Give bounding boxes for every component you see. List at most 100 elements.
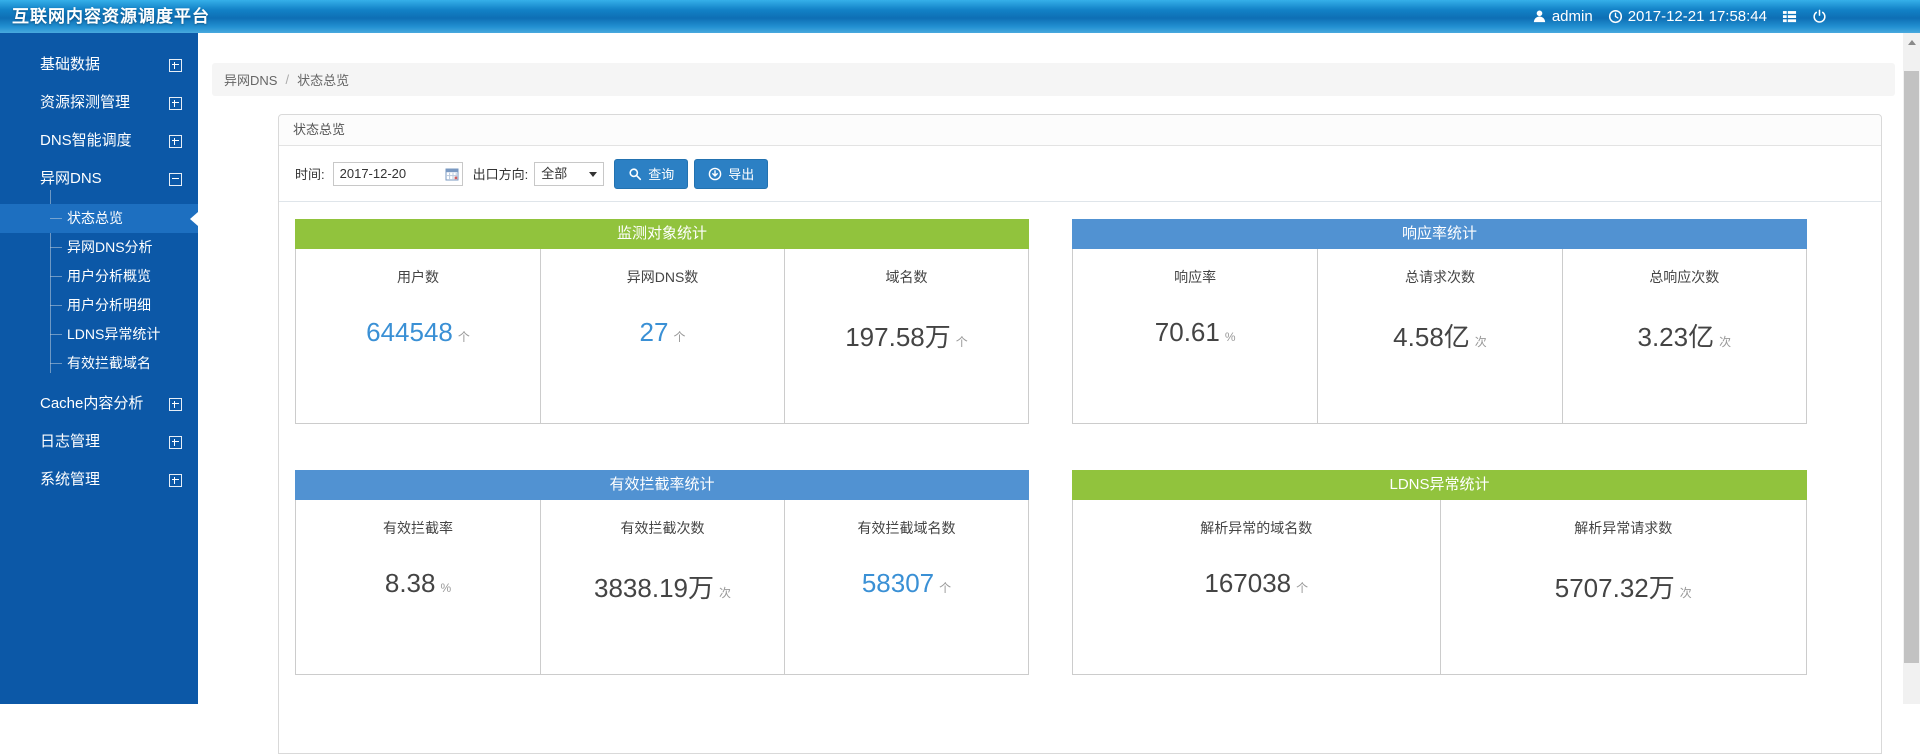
app-header: 互联网内容资源调度平台 admin 2017-12-21 17:58:44 <box>0 0 1920 33</box>
breadcrumb-section[interactable]: 异网DNS <box>224 73 278 88</box>
stat-cell-value-row: 197.58万个 <box>785 317 1028 354</box>
expand-icon[interactable] <box>169 96 182 110</box>
sidebar-item-label: Cache内容分析 <box>40 395 144 412</box>
stat-cell-unit: 次 <box>1719 335 1732 349</box>
collapse-icon[interactable] <box>169 172 182 186</box>
sidebar-item-cross-net-dns[interactable]: 异网DNS <box>0 160 198 198</box>
stat-panel-title: LDNS异常统计 <box>1072 470 1807 500</box>
stat-cell: 有效拦截域名数 58307 个 <box>784 500 1028 674</box>
stat-cell-label: 总请求次数 <box>1404 269 1475 285</box>
sidebar-item-user-analysis-detail[interactable]: 用户分析明细 <box>0 291 198 320</box>
stat-cell-unit: 次 <box>718 586 731 600</box>
stat-cell-unit: 个 <box>1296 581 1309 595</box>
logout-button[interactable] <box>1812 9 1827 24</box>
sidebar-subitem-label: LDNS异常统计 <box>67 326 161 342</box>
sidebar-item-dns-smart-dispatch[interactable]: DNS智能调度 <box>0 122 198 160</box>
sidebar-item-cache-content-analysis[interactable]: Cache内容分析 <box>0 385 198 423</box>
stat-cell-value-row: 8.38% <box>296 568 540 599</box>
stat-cell-label: 有效拦截率 <box>383 520 453 536</box>
stat-cell-label: 响应率 <box>1174 269 1217 285</box>
scrollbar-thumb[interactable] <box>1904 71 1919 663</box>
filter-bar: 时间: 出口方向: 全部 查询 导出 <box>279 146 1881 202</box>
expand-icon[interactable] <box>169 473 182 487</box>
stat-panel-monitor-object-stats: 监测对象统计 用户数 644548 个异网DNS数 27 个域名数 197.58万个 <box>295 219 1029 424</box>
menu-grid-button[interactable] <box>1782 9 1797 24</box>
stat-panel-response-rate-stats: 响应率统计 响应率 70.61% 总请求次数 4.58亿次总响应次数 3.23亿次 <box>1072 219 1807 424</box>
power-icon <box>1813 9 1826 23</box>
sidebar-item-resource-detect-management[interactable]: 资源探测管理 <box>0 84 198 122</box>
server-time: 2017-12-21 17:58:44 <box>1608 8 1767 25</box>
grid-icon <box>1782 11 1797 23</box>
stat-cell-value-row: 27 个 <box>541 317 784 348</box>
stat-panel-ldns-exception-stats-panel: LDNS异常统计解析异常的域名数 167038 个 解析异常请求数 5707.32万次 <box>1072 470 1807 675</box>
stat-cell-value: 644548 <box>366 317 453 347</box>
stat-cell-value-row: 5707.32万次 <box>1441 568 1807 605</box>
sidebar-item-status-overview[interactable]: 状态总览 <box>0 204 198 233</box>
sidebar-menu: 基础数据资源探测管理 DNS智能调度 异网DNS 状态总览异网DNS分析 用户分析概览用… <box>0 46 198 499</box>
sidebar-item-user-analysis-overview[interactable]: 用户分析概览 <box>0 262 198 291</box>
stat-cell-label: 解析异常的域名数 <box>1200 520 1313 536</box>
download-icon <box>708 167 722 180</box>
stat-panel-body: 有效拦截率 8.38% 有效拦截次数 3838.19万次 有效拦截域名数 58307 个 <box>295 500 1029 675</box>
stat-cell: 解析异常请求数 5707.32万次 <box>1439 500 1807 674</box>
expand-icon[interactable] <box>169 435 182 449</box>
sidebar-subitem-label: 用户分析明细 <box>67 297 151 313</box>
stat-cell-unit: 次 <box>1679 586 1692 600</box>
stat-cell-value: 167038 <box>1204 568 1292 598</box>
stat-panel-title: 监测对象统计 <box>295 219 1029 249</box>
stats-grid: 监测对象统计 用户数 644548 个异网DNS数 27 个域名数 197.58万个响应率统… <box>295 219 1881 675</box>
sidebar-item-system-management[interactable]: 系统管理 <box>0 461 198 499</box>
export-button[interactable]: 导出 <box>694 158 769 189</box>
sidebar-item-effective-block-domains[interactable]: 有效拦截域名 <box>0 349 198 378</box>
calendar-icon[interactable] <box>445 167 459 181</box>
stat-cell-unit: % <box>440 581 452 595</box>
stat-cell-unit: 次 <box>1474 335 1487 349</box>
stat-panel-body: 响应率 70.61% 总请求次数 4.58亿次总响应次数 3.23亿次 <box>1072 249 1807 424</box>
stat-cell-value: 58307 <box>861 568 935 598</box>
sidebar-item-cross-net-dns-analysis[interactable]: 异网DNS分析 <box>0 233 198 262</box>
search-icon <box>629 167 642 180</box>
query-button[interactable]: 查询 <box>614 158 689 189</box>
stat-cell-value: 197.58万 <box>845 322 951 352</box>
stat-cell-label: 有效拦截域名数 <box>857 520 956 536</box>
date-input[interactable] <box>332 161 463 186</box>
stat-cell-value: 8.38 <box>384 568 436 598</box>
clock-icon <box>1608 9 1622 24</box>
expand-icon[interactable] <box>169 397 182 411</box>
sidebar-subitem-label: 用户分析概览 <box>67 268 151 284</box>
sidebar-item-basic-data[interactable]: 基础数据 <box>0 46 198 84</box>
stat-cell-unit: 个 <box>955 335 968 349</box>
stat-cell: 总响应次数 3.23亿次 <box>1561 249 1806 423</box>
stat-cell: 有效拦截次数 3838.19万次 <box>540 500 784 674</box>
sidebar-item-label: 基础数据 <box>40 56 101 73</box>
stat-cell-label: 域名数 <box>885 269 928 285</box>
sidebar-subitem-label: 异网DNS分析 <box>67 239 153 255</box>
user-menu[interactable]: admin <box>1532 8 1593 25</box>
sidebar-item-label: 异网DNS <box>40 170 102 187</box>
expand-icon[interactable] <box>169 134 182 148</box>
stat-cell-label: 用户数 <box>397 269 439 285</box>
expand-icon[interactable] <box>169 58 182 72</box>
stat-cell-label: 有效拦截次数 <box>620 520 705 536</box>
sidebar-item-log-management[interactable]: 日志管理 <box>0 423 198 461</box>
time-label: 时间: <box>295 167 325 182</box>
export-button-label: 导出 <box>728 167 755 182</box>
sidebar-item-ldns-exception-stats[interactable]: LDNS异常统计 <box>0 320 198 349</box>
app-title: 互联网内容资源调度平台 <box>12 7 210 26</box>
sidebar-subitem-label: 有效拦截域名 <box>67 355 151 371</box>
direction-select[interactable]: 全部 <box>534 161 605 186</box>
breadcrumb-page: 状态总览 <box>297 73 350 88</box>
stat-cell-unit: 个 <box>939 581 952 595</box>
stat-cell-value-row: 70.61% <box>1073 317 1317 348</box>
stat-cell: 总请求次数 4.58亿次 <box>1317 249 1561 423</box>
sidebar-item-label: DNS智能调度 <box>40 132 132 149</box>
vertical-scrollbar[interactable] <box>1903 33 1920 704</box>
stat-cell-unit: % <box>1224 330 1236 344</box>
stat-cell-unit: 个 <box>457 330 470 344</box>
stat-cell: 异网DNS数 27 个 <box>540 249 784 423</box>
stat-cell-value: 5707.32万 <box>1554 573 1675 603</box>
scroll-up-button[interactable] <box>1903 33 1920 51</box>
stat-panel-body: 解析异常的域名数 167038 个 解析异常请求数 5707.32万次 <box>1072 500 1807 675</box>
stat-cell-label: 解析异常请求数 <box>1574 520 1673 536</box>
stat-cell-unit: 个 <box>673 330 686 344</box>
